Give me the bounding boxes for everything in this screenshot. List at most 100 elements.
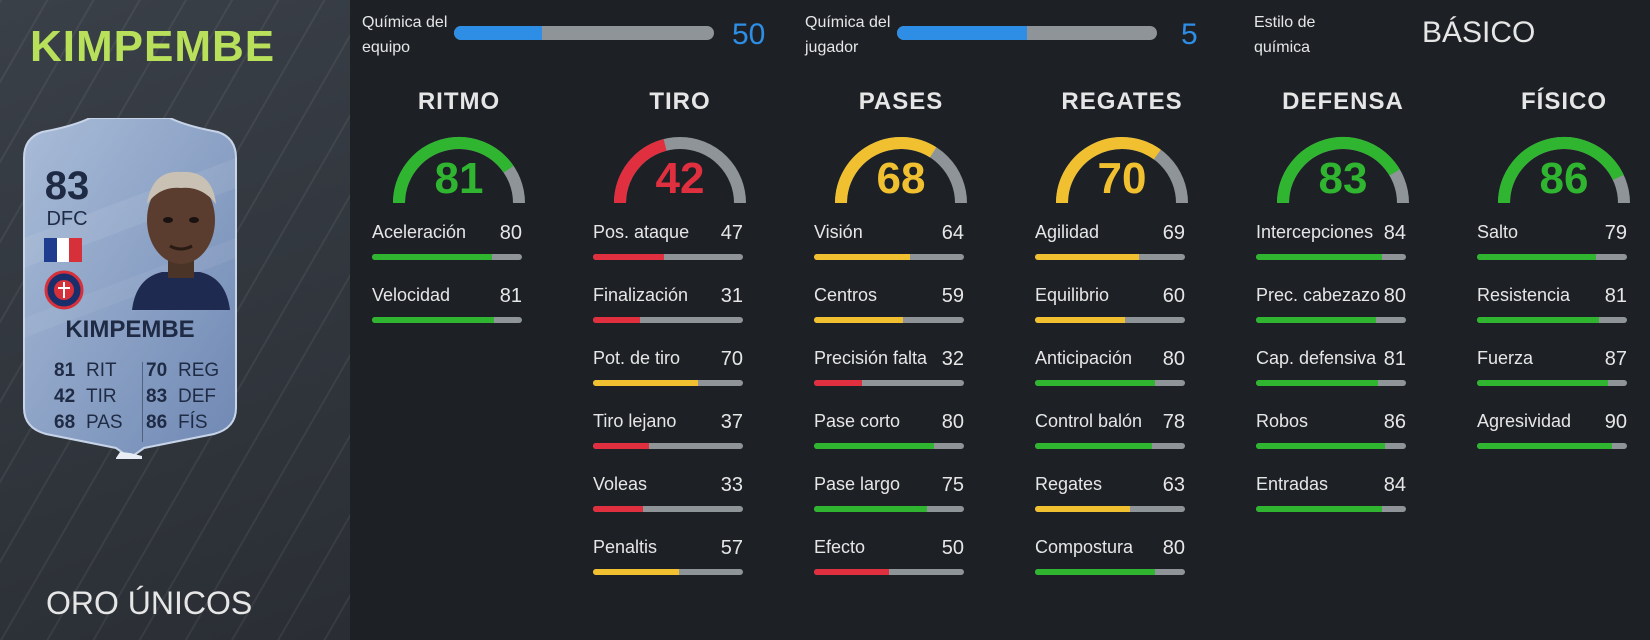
stat-value: 60 xyxy=(1162,285,1185,307)
chemistry-style[interactable]: Estilo de química BÁSICO xyxy=(1254,10,1584,60)
stat-value: 75 xyxy=(941,474,964,496)
stat-name: Control balón xyxy=(1035,411,1143,431)
stat-bar xyxy=(1035,380,1185,386)
stat-name: Prec. cabezazo xyxy=(1256,285,1381,305)
card-stats: 81 RIT 70 REG 42 TIR 83 DEF 68 PAS 86 FÍS xyxy=(54,358,224,436)
stat-name: Pos. ataque xyxy=(593,222,690,242)
stat-bar xyxy=(1256,317,1406,323)
stat-value: 59 xyxy=(941,285,964,307)
stat-bar xyxy=(593,380,743,386)
stat-bar xyxy=(1256,254,1406,260)
card-stat-value: 42 xyxy=(54,386,76,407)
card-stat-label: TIR xyxy=(86,386,117,407)
stat-bar-fill xyxy=(1256,380,1378,386)
stat-bar-fill xyxy=(1035,506,1130,512)
player-chemistry-label: Química del jugador xyxy=(805,10,890,60)
stat-bar xyxy=(814,317,964,323)
player-card[interactable]: 83 DFC KIMPEMBE 81 RIT 70 REG 42 xyxy=(14,118,246,478)
team-chemistry: Química del equipo 50 xyxy=(362,10,766,60)
stat-name: Entradas xyxy=(1256,474,1329,494)
stat-value: 80 xyxy=(1162,348,1185,370)
category-rating: 86 xyxy=(1539,154,1589,203)
stat-value: 64 xyxy=(941,222,964,244)
stat-bar xyxy=(372,317,522,323)
card-stat-value: 68 xyxy=(54,412,76,433)
stat-name: Cap. defensiva xyxy=(1256,348,1377,368)
category-rating: 83 xyxy=(1318,154,1368,203)
stat-name: Fuerza xyxy=(1477,348,1534,368)
stat-bar-fill xyxy=(1256,506,1382,512)
card-stats-divider xyxy=(142,362,143,442)
stat-name: Equilibrio xyxy=(1035,285,1110,305)
category-gauge xyxy=(393,137,525,204)
category-title: RITMO xyxy=(417,88,501,115)
stat-bar-fill xyxy=(814,254,910,260)
stat-bar xyxy=(814,254,964,260)
stat-bar-fill xyxy=(814,317,903,323)
card-stat-value: 70 xyxy=(146,360,168,381)
stat-bar xyxy=(1256,506,1406,512)
card-stat-label: PAS xyxy=(86,412,123,433)
card-stat-value: 86 xyxy=(146,412,168,433)
category-rating: 70 xyxy=(1097,154,1147,203)
stat-bar-fill xyxy=(372,317,494,323)
stat-bar xyxy=(814,506,964,512)
stat-value: 81 xyxy=(499,285,522,307)
stat-bar xyxy=(593,569,743,575)
stat-bar-fill xyxy=(1035,380,1155,386)
card-stat-label: REG xyxy=(178,360,220,381)
stat-value: 69 xyxy=(1162,222,1185,244)
stat-name: Pase largo xyxy=(814,474,901,494)
stat-bar xyxy=(1256,443,1406,449)
psg-badge-icon xyxy=(44,270,84,310)
stat-bar xyxy=(1035,569,1185,575)
stat-bar-fill xyxy=(593,443,649,449)
stat-bar-fill xyxy=(1477,380,1608,386)
stat-name: Penaltis xyxy=(593,537,658,557)
stat-bar xyxy=(1477,317,1627,323)
player-panel: KIMPEMBE 83 DFC xyxy=(0,0,350,640)
team-chemistry-label-line1: Química del xyxy=(362,14,448,31)
stat-bar-fill xyxy=(593,254,664,260)
team-chemistry-fill xyxy=(454,26,543,40)
stat-name: Resistencia xyxy=(1477,285,1571,305)
stat-bar-fill xyxy=(1256,443,1385,449)
stat-bar xyxy=(1035,317,1185,323)
card-type: ORO ÚNICOS xyxy=(46,585,253,621)
category-rating: 81 xyxy=(434,154,484,203)
team-chemistry-label-line2: equipo xyxy=(362,39,411,56)
chemistry-style-label: Estilo de química xyxy=(1254,10,1315,60)
stat-value: 84 xyxy=(1383,474,1406,496)
team-chemistry-value: 50 xyxy=(732,18,766,51)
player-chemistry-bar xyxy=(897,26,1157,40)
stat-name: Centros xyxy=(814,285,878,305)
card-stat-value: 83 xyxy=(146,386,168,407)
stat-bar xyxy=(593,443,743,449)
stat-bar xyxy=(1477,443,1627,449)
player-name: KIMPEMBE xyxy=(30,22,276,71)
stat-bar xyxy=(372,254,522,260)
stat-value: 80 xyxy=(499,222,522,244)
category-gauge xyxy=(835,137,967,204)
stat-bar xyxy=(1477,254,1627,260)
stat-bar-fill xyxy=(1477,254,1596,260)
stat-bar xyxy=(593,317,743,323)
chemistry-style-label-line2: química xyxy=(1254,39,1311,56)
stat-value: 79 xyxy=(1604,222,1627,244)
category-title: DEFENSA xyxy=(1282,88,1404,115)
card-stat-value: 81 xyxy=(54,360,76,381)
card-stat-label: FÍS xyxy=(178,412,208,433)
stat-bar xyxy=(1035,506,1185,512)
stat-bar-fill xyxy=(1256,254,1382,260)
stat-bar-fill xyxy=(1256,317,1376,323)
category-gauge xyxy=(1056,137,1188,204)
category-gauge xyxy=(614,137,746,204)
category-gauge xyxy=(1498,137,1630,204)
stat-bar-fill xyxy=(1477,317,1599,323)
stat-bar-fill xyxy=(814,443,934,449)
team-chemistry-label: Química del equipo xyxy=(362,10,447,60)
stat-value: 57 xyxy=(720,537,743,559)
category-title: FÍSICO xyxy=(1520,88,1607,115)
stat-value: 81 xyxy=(1604,285,1627,307)
stat-bar xyxy=(1477,380,1627,386)
